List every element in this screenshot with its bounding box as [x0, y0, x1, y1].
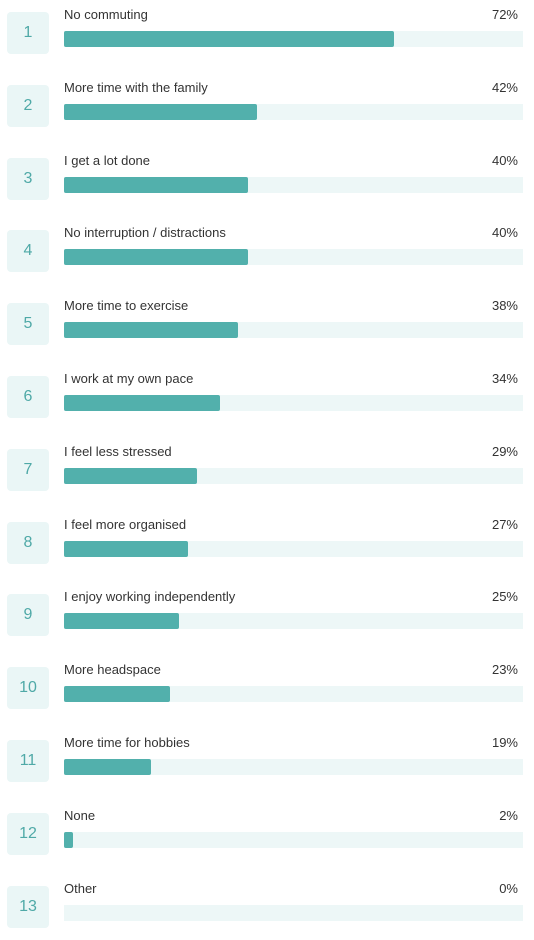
- bar-label: More time with the family: [64, 79, 208, 95]
- chart-row: 5 More time to exercise 38%: [0, 298, 534, 348]
- rank-badge: 11: [7, 740, 49, 782]
- bar-value-label: 25%: [491, 589, 518, 605]
- bar: [64, 686, 170, 703]
- bar-track: [64, 249, 523, 266]
- bar-label: More time to exercise: [64, 298, 189, 314]
- bar-track: [64, 759, 523, 775]
- bar: [64, 31, 395, 47]
- bar-value-label: 29%: [491, 443, 518, 459]
- bar-label: Other: [64, 880, 97, 896]
- bar-track: [64, 831, 523, 848]
- chart-row: 9 I enjoy working independently 25%: [0, 589, 534, 639]
- rank-badge: 13: [7, 885, 49, 928]
- chart-row: 6 I work at my own pace 34%: [0, 371, 534, 421]
- bar-track: [64, 904, 523, 921]
- chart-row: 8 I feel more organised 27%: [0, 517, 534, 567]
- bar-track: [64, 176, 523, 193]
- bar-track: [64, 395, 523, 411]
- rank-badge: 1: [7, 12, 49, 54]
- bar-track: [64, 613, 523, 630]
- rank-badge: 2: [7, 84, 49, 127]
- chart-row: 1 No commuting 72%: [0, 7, 534, 57]
- bar-value-label: 34%: [491, 371, 518, 386]
- bar-label: I enjoy working independently: [64, 589, 236, 605]
- rank-badge: 7: [7, 448, 49, 491]
- bar-track: [64, 103, 523, 120]
- chart-row: 10 More headspace 23%: [0, 662, 534, 712]
- bar: [64, 759, 152, 775]
- rank-badge: 8: [7, 521, 49, 564]
- chart-row: 11 More time for hobbies 19%: [0, 735, 534, 785]
- bar: [64, 249, 248, 266]
- bar-label: I feel less stressed: [64, 443, 172, 459]
- bar-value-label: 40%: [491, 225, 518, 241]
- bar: [64, 103, 257, 120]
- bar-track: [64, 467, 523, 484]
- bar-value-label: 40%: [491, 152, 518, 168]
- bar: [64, 540, 188, 557]
- chart-row: 12 None 2%: [0, 808, 534, 858]
- bar-track: [64, 686, 523, 703]
- rank-badge: 9: [7, 594, 49, 637]
- bar-value-label: 38%: [491, 298, 518, 314]
- bar-label: I work at my own pace: [64, 371, 194, 386]
- chart-row: 3 I get a lot done 40%: [0, 153, 534, 203]
- chart-row: 13 Other 0%: [0, 881, 534, 931]
- bar-track: [64, 322, 523, 339]
- bar: [64, 322, 239, 339]
- bar-label: I feel more organised: [64, 516, 187, 532]
- bar: [64, 467, 198, 484]
- bar-value-label: 42%: [491, 79, 518, 95]
- rank-badge: 6: [7, 376, 49, 418]
- rank-badge: 3: [7, 157, 49, 200]
- chart-row: 7 I feel less stressed 29%: [0, 444, 534, 494]
- rank-badge: 4: [7, 230, 49, 273]
- rank-badge: 5: [7, 303, 49, 346]
- bar-value-label: 19%: [491, 735, 518, 750]
- chart-row: 4 No interruption / distractions 40%: [0, 225, 534, 275]
- bar-label: I get a lot done: [64, 152, 151, 168]
- bar-label: No interruption / distractions: [64, 225, 226, 241]
- rank-badge: 12: [7, 812, 49, 855]
- chart-row: 2 More time with the family 42%: [0, 80, 534, 130]
- bar-label: More headspace: [64, 662, 161, 678]
- bar: [64, 395, 221, 411]
- bar-label: No commuting: [64, 7, 148, 22]
- bar: [64, 613, 179, 630]
- bar-label: More time for hobbies: [64, 735, 190, 750]
- bar-value-label: 27%: [491, 516, 518, 532]
- bar: [64, 176, 248, 193]
- bar-track: [64, 31, 523, 47]
- bar-value-label: 2%: [499, 807, 518, 823]
- rank-badge: 10: [7, 667, 49, 710]
- bar-value-label: 0%: [499, 880, 518, 896]
- bar-value-label: 23%: [491, 662, 518, 678]
- bar: [64, 831, 74, 848]
- bar-value-label: 72%: [491, 7, 518, 22]
- bar-track: [64, 540, 523, 557]
- bar-label: None: [64, 807, 96, 823]
